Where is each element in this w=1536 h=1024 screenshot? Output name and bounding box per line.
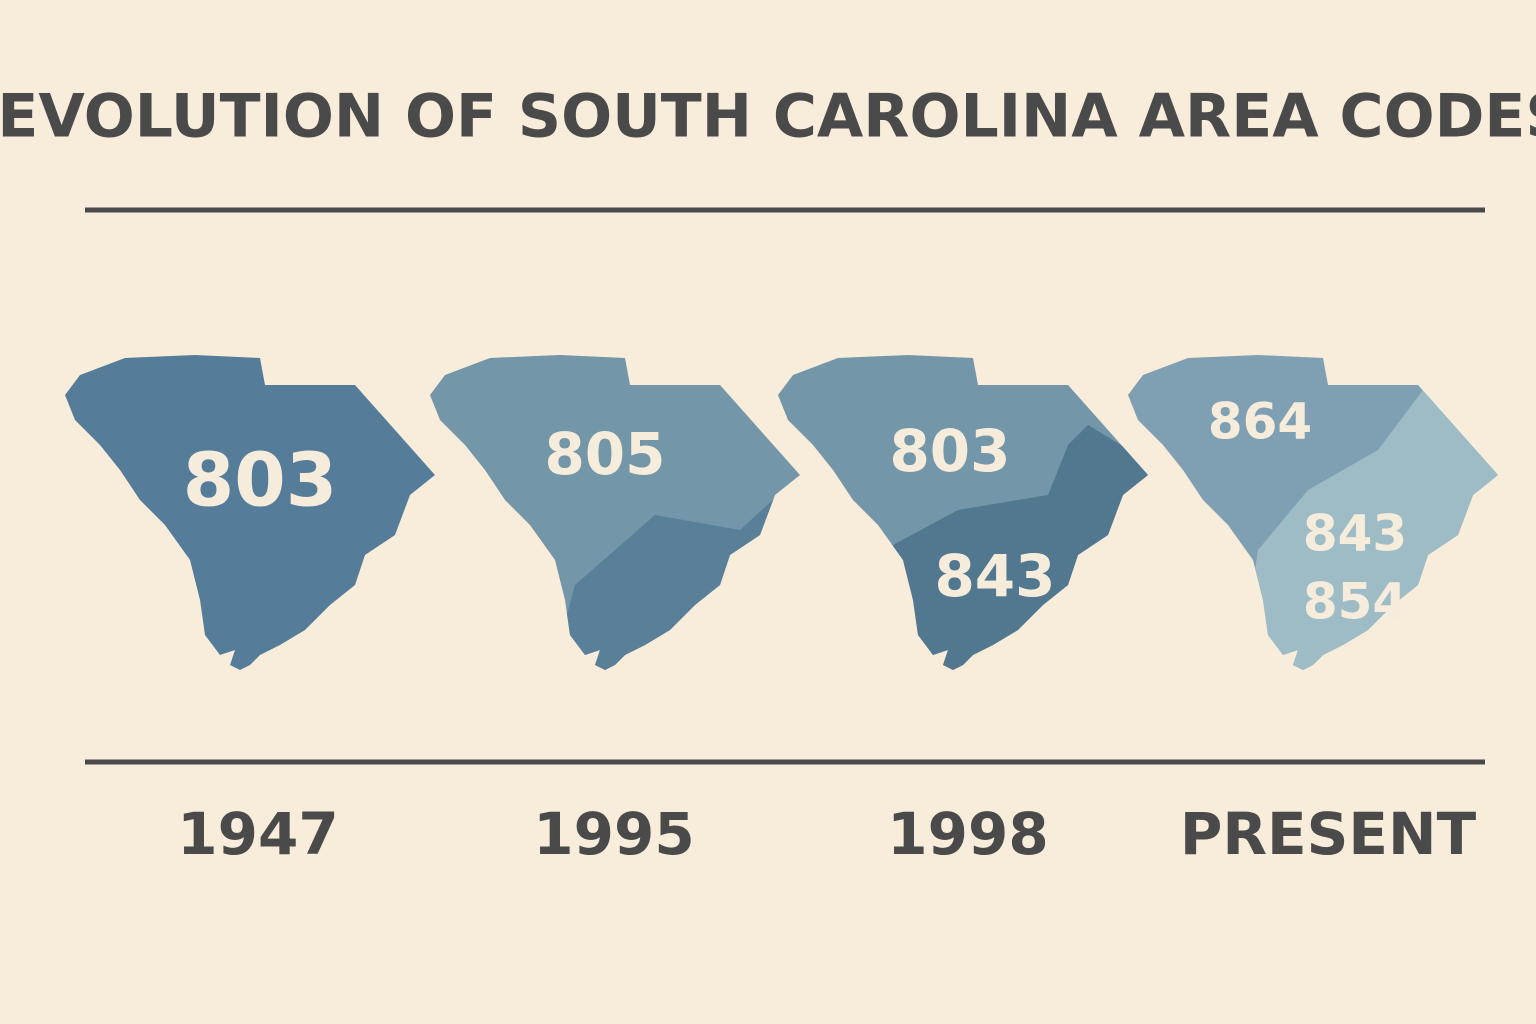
area-code: 803	[889, 417, 1010, 485]
area-code: 854	[1303, 573, 1407, 631]
year-label: 1998	[887, 800, 1048, 868]
area-code: 864	[1208, 393, 1312, 451]
title: EVOLUTION OF SOUTH CAROLINA AREA CODES	[0, 82, 1536, 152]
year-label: 1947	[177, 800, 338, 868]
area-code: 843	[934, 542, 1055, 610]
year-label: 1995	[533, 800, 694, 868]
state-map: 803	[65, 355, 435, 670]
area-code: 805	[544, 420, 665, 488]
area-code: 803	[183, 438, 337, 524]
area-code: 843	[1303, 505, 1407, 563]
year-label: PRESENT	[1180, 800, 1477, 868]
